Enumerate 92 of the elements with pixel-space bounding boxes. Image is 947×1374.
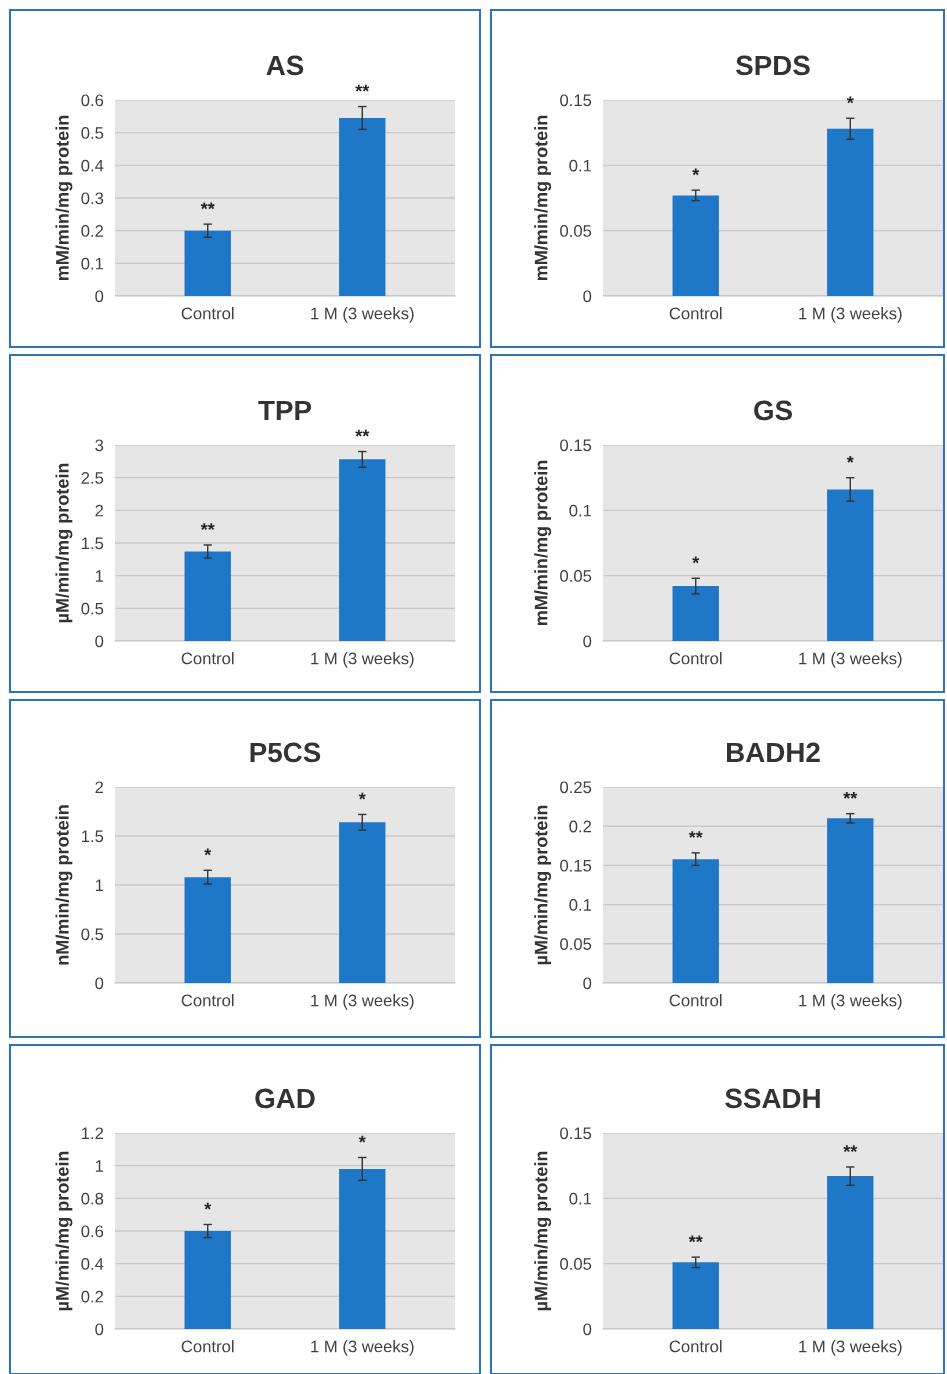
x-tick-label: 1 M (3 weeks) bbox=[311, 994, 414, 1010]
y-tick-label: 1.5 bbox=[81, 537, 104, 550]
chart-title: GS bbox=[754, 400, 792, 421]
y-tick-label: 2 bbox=[95, 504, 104, 517]
chart-title: AS bbox=[266, 55, 304, 76]
annotation: * bbox=[204, 1202, 212, 1210]
y-tick-label: 0.15 bbox=[560, 859, 592, 872]
x-tick-label: Control bbox=[181, 994, 234, 1007]
y-tick-label: 0.05 bbox=[560, 570, 592, 582]
annotation: * bbox=[358, 1135, 366, 1143]
chart-title: P5CS bbox=[250, 742, 321, 763]
y-tick-label: 0.2 bbox=[569, 820, 592, 833]
y-tick-label: 1 bbox=[95, 570, 104, 582]
x-tick-label: 1 M (3 weeks) bbox=[311, 307, 414, 323]
annotation: ** bbox=[843, 1145, 858, 1152]
y-tick-label: 0.3 bbox=[81, 192, 104, 205]
y-tick-label: 0.15 bbox=[560, 439, 592, 452]
y-tick-label: 0.2 bbox=[81, 1290, 104, 1303]
y-tick-label: 0 bbox=[95, 635, 104, 648]
y-tick-label: 0.15 bbox=[560, 94, 592, 107]
y-axis-title: µM/min/mg protein bbox=[55, 463, 73, 623]
y-tick-label: 0.8 bbox=[81, 1192, 104, 1205]
annotation: * bbox=[692, 556, 700, 564]
annotation: * bbox=[204, 848, 212, 856]
y-tick-label: 0.1 bbox=[569, 159, 592, 172]
y-tick-label: 0 bbox=[583, 635, 592, 648]
y-tick-label: 1 bbox=[95, 879, 104, 892]
x-tick-label: 1 M (3 weeks) bbox=[799, 307, 902, 323]
chart-title: SSADH bbox=[725, 1088, 820, 1109]
x-tick-label: Control bbox=[181, 652, 234, 665]
y-tick-label: 0.05 bbox=[560, 938, 592, 950]
chart-title: BADH2 bbox=[727, 742, 820, 762]
chart-title: TPP bbox=[258, 400, 312, 420]
y-tick-label: 0.1 bbox=[569, 899, 592, 911]
y-tick-label: 0 bbox=[583, 977, 592, 990]
y-tick-label: 1.2 bbox=[81, 1127, 104, 1140]
y-axis-title: mM/min/mg protein bbox=[534, 115, 552, 281]
annotation: ** bbox=[200, 202, 215, 210]
x-tick-label: 1 M (3 weeks) bbox=[799, 1340, 902, 1356]
y-tick-label: 0.6 bbox=[81, 1225, 104, 1238]
y-tick-label: 0.1 bbox=[569, 1192, 592, 1205]
y-tick-label: 0 bbox=[583, 290, 592, 303]
annotation: ** bbox=[355, 84, 370, 92]
x-tick-label: Control bbox=[669, 994, 722, 1007]
chart-title: SPDS bbox=[735, 55, 810, 76]
annotation: * bbox=[846, 96, 854, 104]
y-tick-label: 0.4 bbox=[81, 1258, 104, 1270]
y-tick-label: 1 bbox=[95, 1160, 104, 1172]
y-tick-label: 3 bbox=[95, 439, 104, 452]
chart-title: GAD bbox=[255, 1088, 315, 1109]
y-tick-label: 0.05 bbox=[560, 1258, 592, 1270]
annotation: * bbox=[692, 168, 700, 176]
y-tick-label: 0.05 bbox=[560, 225, 592, 237]
y-axis-title: nM/min/mg protein bbox=[55, 805, 73, 965]
y-tick-label: 0.25 bbox=[560, 781, 592, 794]
annotation: ** bbox=[355, 429, 370, 437]
x-tick-label: 1 M (3 weeks) bbox=[799, 652, 902, 668]
y-tick-label: 2 bbox=[95, 781, 104, 794]
x-tick-label: Control bbox=[669, 652, 722, 665]
y-tick-label: 0.15 bbox=[560, 1127, 592, 1140]
x-tick-label: 1 M (3 weeks) bbox=[311, 1340, 414, 1356]
y-tick-label: 0.2 bbox=[81, 225, 104, 237]
y-tick-label: 0.6 bbox=[81, 94, 104, 107]
x-tick-label: 1 M (3 weeks) bbox=[311, 652, 414, 668]
x-tick-label: 1 M (3 weeks) bbox=[799, 994, 902, 1010]
annotation: ** bbox=[688, 1235, 703, 1243]
y-tick-label: 0 bbox=[95, 1323, 104, 1336]
x-tick-label: Control bbox=[669, 307, 722, 320]
y-axis-title: µM/min/mg protein bbox=[534, 1151, 552, 1311]
y-tick-label: 0.5 bbox=[81, 928, 104, 941]
annotation: * bbox=[358, 792, 366, 800]
y-tick-label: 0.1 bbox=[81, 257, 104, 270]
y-tick-label: 0.4 bbox=[81, 159, 104, 172]
y-axis-title: µM/min/mg protein bbox=[534, 805, 552, 965]
y-axis-title: µM/min/mg protein bbox=[55, 1151, 73, 1311]
x-tick-label: Control bbox=[669, 1340, 722, 1353]
y-tick-label: 0 bbox=[583, 1323, 592, 1336]
x-tick-label: Control bbox=[181, 1340, 234, 1353]
y-tick-label: 0.5 bbox=[81, 602, 104, 615]
y-tick-label: 0.1 bbox=[569, 504, 592, 517]
y-tick-label: 0.5 bbox=[81, 127, 104, 139]
annotation: ** bbox=[200, 523, 215, 530]
annotation: * bbox=[846, 455, 854, 463]
y-axis-title: mM/min/mg protein bbox=[534, 460, 552, 626]
annotation: ** bbox=[843, 791, 858, 799]
annotation: ** bbox=[688, 831, 703, 838]
y-tick-label: 2.5 bbox=[81, 472, 104, 484]
x-tick-label: Control bbox=[181, 307, 234, 320]
y-tick-label: 0 bbox=[95, 290, 104, 303]
y-tick-label: 1.5 bbox=[81, 830, 104, 843]
y-tick-label: 0 bbox=[95, 977, 104, 990]
y-axis-title: mM/min/mg protein bbox=[55, 115, 73, 281]
